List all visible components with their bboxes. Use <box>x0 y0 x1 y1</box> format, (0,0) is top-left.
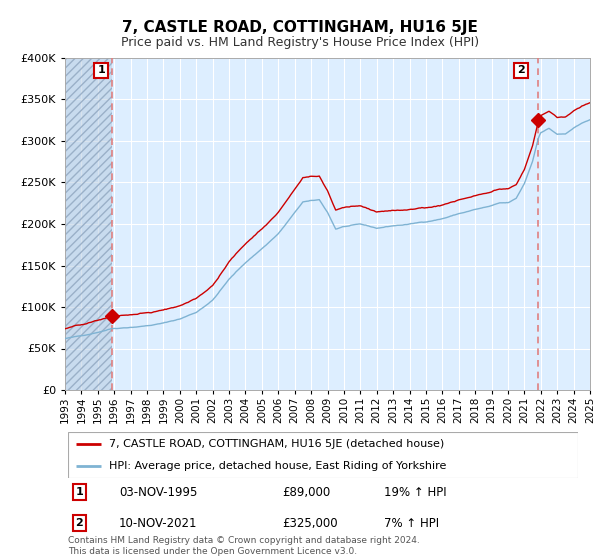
Text: 7% ↑ HPI: 7% ↑ HPI <box>384 517 439 530</box>
Text: Price paid vs. HM Land Registry's House Price Index (HPI): Price paid vs. HM Land Registry's House … <box>121 36 479 49</box>
Text: 7, CASTLE ROAD, COTTINGHAM, HU16 5JE (detached house): 7, CASTLE ROAD, COTTINGHAM, HU16 5JE (de… <box>109 440 444 450</box>
Text: 2: 2 <box>517 66 525 76</box>
Text: 7, CASTLE ROAD, COTTINGHAM, HU16 5JE: 7, CASTLE ROAD, COTTINGHAM, HU16 5JE <box>122 20 478 35</box>
Bar <box>65 58 112 390</box>
Text: 19% ↑ HPI: 19% ↑ HPI <box>384 486 447 499</box>
Text: 10-NOV-2021: 10-NOV-2021 <box>119 517 197 530</box>
Text: £89,000: £89,000 <box>282 486 331 499</box>
Text: £325,000: £325,000 <box>282 517 338 530</box>
Bar <box>65 58 112 390</box>
FancyBboxPatch shape <box>68 432 578 478</box>
Text: 2: 2 <box>76 518 83 528</box>
Text: 03-NOV-1995: 03-NOV-1995 <box>119 486 197 499</box>
Text: 1: 1 <box>97 66 105 76</box>
Text: Contains HM Land Registry data © Crown copyright and database right 2024.
This d: Contains HM Land Registry data © Crown c… <box>68 536 420 556</box>
Text: 1: 1 <box>76 487 83 497</box>
Text: HPI: Average price, detached house, East Riding of Yorkshire: HPI: Average price, detached house, East… <box>109 460 446 470</box>
